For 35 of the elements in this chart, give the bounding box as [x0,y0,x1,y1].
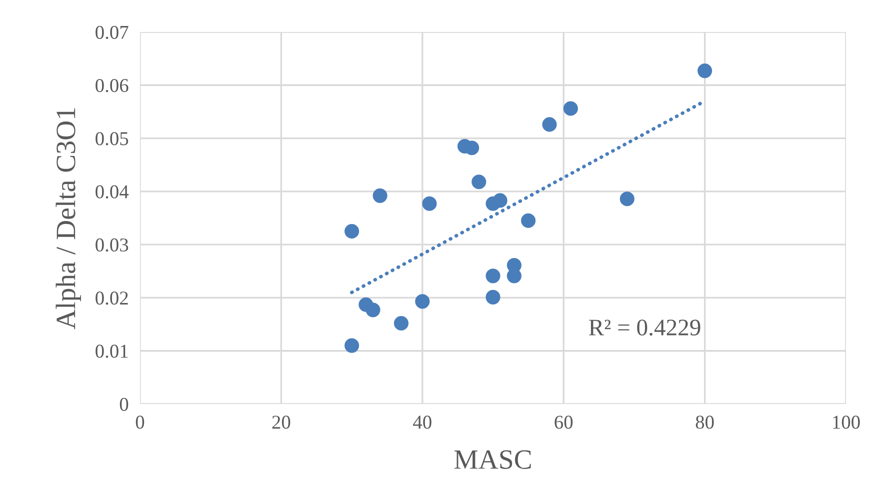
x-axis-title: MASC [454,450,531,469]
y-tick-label: 0.03 [96,238,128,252]
y-axis-title: Alpha / Delta C3O1 [56,108,81,330]
y-tick-label: 0 [120,398,128,411]
point [464,140,480,156]
y-tick-label: 0.07 [96,26,128,40]
point [422,196,437,211]
point [472,174,486,190]
x-tick-label: 60 [554,416,573,429]
point [698,64,712,78]
point [542,117,557,132]
point [344,224,360,239]
x-tick-label: 100 [833,416,860,429]
y-tick-label: 0.04 [96,185,129,198]
x-tick-label: 40 [413,416,432,429]
point [620,192,634,206]
x-tick-label: 0 [136,416,144,429]
point [486,290,500,304]
point [394,316,408,331]
point [372,188,388,203]
point [521,213,536,228]
point [492,193,508,208]
y-tick-label: 0.01 [96,344,128,358]
y-tick-label: 0.05 [96,132,128,146]
point [486,268,500,284]
point [366,302,380,318]
point [344,338,360,353]
annotation: R² = 0.4229 [588,320,700,336]
y-tick-label: 0.02 [96,292,128,305]
x-tick-label: 20 [272,416,290,429]
point [506,268,522,284]
x-tick-label: 80 [696,416,714,429]
point [415,294,430,309]
point [563,101,578,116]
y-tick-label: 0.06 [96,78,128,92]
